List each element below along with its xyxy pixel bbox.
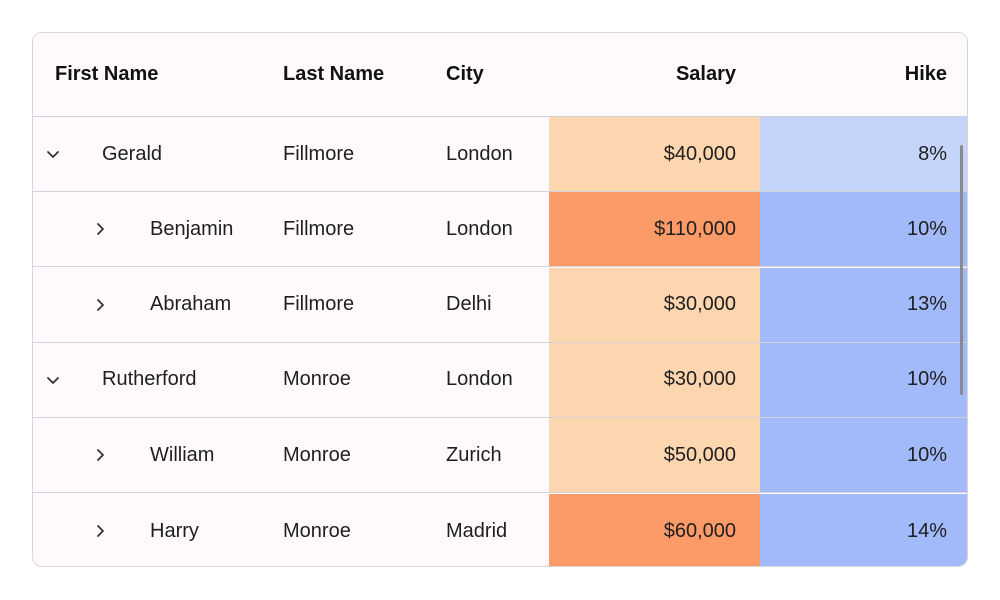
- first-name-text: Harry: [150, 519, 199, 542]
- cell-first-name: Rutherford: [33, 343, 266, 417]
- cell-hike: 10%: [760, 418, 967, 493]
- column-header-hike[interactable]: Hike: [904, 63, 947, 85]
- cell-hike: 14%: [760, 493, 967, 566]
- cell-last-name: Monroe: [283, 368, 351, 391]
- column-header-salary[interactable]: Salary: [675, 63, 736, 85]
- table-row[interactable]: Benjamin Fillmore London $110,000 10%: [33, 192, 967, 268]
- expander-icon[interactable]: [38, 343, 68, 417]
- cell-city: Delhi: [446, 293, 492, 316]
- cell-city: London: [446, 217, 513, 240]
- cell-city: Zurich: [446, 443, 502, 466]
- expander-icon[interactable]: [85, 192, 115, 266]
- first-name-text: Gerald: [102, 142, 163, 165]
- table-row[interactable]: Rutherford Monroe London $30,000 10%: [33, 342, 967, 418]
- cell-last-name: Fillmore: [283, 142, 355, 165]
- cell-first-name: Harry: [33, 494, 266, 567]
- expander-icon[interactable]: [85, 494, 115, 567]
- cell-hike: 8%: [760, 117, 967, 191]
- cell-last-name: Fillmore: [283, 293, 355, 316]
- cell-first-name: Gerald: [33, 117, 266, 191]
- cell-city: London: [446, 142, 513, 165]
- cell-salary: $60,000: [549, 493, 760, 566]
- cell-first-name: Benjamin: [33, 192, 266, 266]
- table-row[interactable]: Gerald Fillmore London $40,000 8%: [33, 117, 967, 192]
- table-row[interactable]: William Monroe Zurich $50,000 10%: [33, 418, 967, 494]
- table-row[interactable]: Abraham Fillmore Delhi $30,000 13%: [33, 267, 967, 343]
- cell-salary: $30,000: [549, 342, 760, 417]
- cell-salary: $50,000: [549, 418, 760, 493]
- cell-last-name: Monroe: [283, 519, 351, 542]
- cell-hike: 10%: [760, 342, 967, 417]
- cell-city: Madrid: [446, 519, 508, 542]
- cell-salary: $110,000: [549, 192, 760, 267]
- cell-last-name: Fillmore: [283, 217, 355, 240]
- tree-grid: First Name Last Name City Salary Hike Ge…: [32, 32, 968, 567]
- cell-first-name: William: [33, 418, 266, 492]
- cell-salary: $40,000: [549, 117, 760, 191]
- first-name-text: Benjamin: [150, 217, 234, 240]
- cell-hike: 10%: [760, 192, 967, 267]
- table-row[interactable]: Harry Monroe Madrid $60,000 14%: [33, 493, 967, 567]
- header-row: First Name Last Name City Salary Hike: [33, 33, 967, 117]
- first-name-text: Rutherford: [102, 368, 197, 391]
- first-name-text: William: [150, 443, 215, 466]
- column-header-first-name[interactable]: First Name: [55, 63, 159, 85]
- cell-salary: $30,000: [549, 267, 760, 342]
- expander-icon[interactable]: [85, 268, 115, 342]
- cell-first-name: Abraham: [33, 268, 266, 342]
- expander-icon[interactable]: [38, 117, 68, 191]
- cell-city: London: [446, 368, 513, 391]
- first-name-text: Abraham: [150, 293, 232, 316]
- expander-icon[interactable]: [85, 418, 115, 492]
- vertical-scrollbar[interactable]: [960, 145, 963, 395]
- column-header-city[interactable]: City: [446, 63, 484, 85]
- column-header-last-name[interactable]: Last Name: [283, 63, 385, 85]
- cell-last-name: Monroe: [283, 443, 351, 466]
- cell-hike: 13%: [760, 267, 967, 342]
